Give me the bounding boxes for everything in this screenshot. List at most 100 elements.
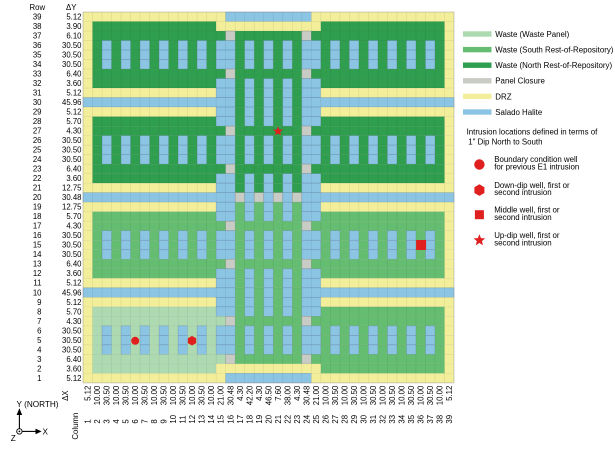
svg-text:Z: Z: [11, 434, 16, 443]
svg-text:27: 27: [331, 415, 340, 424]
svg-text:13: 13: [198, 415, 207, 424]
svg-text:30.50: 30.50: [388, 385, 397, 405]
svg-text:23: 23: [293, 415, 302, 424]
svg-text:33: 33: [388, 415, 397, 424]
svg-text:30.50: 30.50: [350, 385, 359, 405]
svg-text:Up-dip well, first or: Up-dip well, first or: [494, 231, 560, 240]
svg-text:5.70: 5.70: [66, 117, 82, 126]
svg-text:30.50: 30.50: [369, 385, 378, 405]
svg-text:3: 3: [103, 419, 112, 423]
svg-text:19: 19: [255, 415, 264, 424]
svg-text:Salado Halite: Salado Halite: [495, 108, 543, 117]
svg-text:Y (NORTH): Y (NORTH): [17, 400, 59, 409]
svg-text:5.70: 5.70: [66, 307, 82, 316]
svg-text:11: 11: [33, 279, 41, 288]
svg-text:1" Dip North to South: 1" Dip North to South: [468, 137, 542, 146]
svg-text:for previous E1 intrusion: for previous E1 intrusion: [494, 163, 579, 172]
svg-text:10: 10: [33, 288, 42, 297]
svg-text:31: 31: [369, 415, 378, 424]
svg-text:17: 17: [236, 415, 245, 424]
svg-text:6.40: 6.40: [66, 355, 82, 364]
svg-text:5: 5: [122, 419, 131, 424]
svg-text:15: 15: [33, 241, 42, 250]
svg-text:30.50: 30.50: [62, 155, 82, 164]
svg-text:Middle well, first or: Middle well, first or: [494, 205, 560, 214]
svg-text:15: 15: [217, 414, 226, 423]
svg-text:21: 21: [274, 415, 283, 424]
svg-text:7.60: 7.60: [274, 385, 283, 401]
svg-text:35: 35: [33, 51, 42, 60]
svg-text:30.50: 30.50: [62, 241, 82, 250]
svg-text:45.96: 45.96: [62, 288, 82, 297]
svg-text:10.00: 10.00: [131, 385, 140, 405]
svg-text:36: 36: [417, 415, 426, 424]
svg-text:3.60: 3.60: [66, 79, 82, 88]
svg-text:7: 7: [37, 317, 41, 326]
svg-text:37: 37: [33, 31, 42, 40]
svg-text:Row: Row: [30, 3, 46, 12]
svg-text:29: 29: [350, 415, 359, 424]
svg-text:6: 6: [131, 419, 140, 423]
svg-text:9: 9: [37, 298, 41, 307]
svg-text:Panel Closure: Panel Closure: [495, 77, 545, 86]
svg-text:30: 30: [359, 414, 368, 423]
svg-text:30.48: 30.48: [62, 193, 82, 202]
svg-text:38: 38: [33, 22, 42, 31]
svg-text:45.96: 45.96: [62, 98, 82, 107]
svg-text:29: 29: [33, 108, 42, 117]
svg-text:30.50: 30.50: [160, 385, 169, 405]
svg-text:1: 1: [37, 374, 41, 383]
svg-text:Waste (South Rest-of-Repositor: Waste (South Rest-of-Repository): [495, 46, 613, 55]
svg-text:Down-dip well, first or: Down-dip well, first or: [494, 181, 570, 190]
svg-text:4.30: 4.30: [293, 385, 302, 401]
svg-text:9: 9: [160, 419, 169, 423]
svg-text:5.12: 5.12: [66, 298, 81, 307]
svg-text:26: 26: [321, 415, 330, 424]
svg-text:Boundary condition well: Boundary condition well: [494, 155, 578, 164]
svg-text:32: 32: [378, 415, 387, 424]
svg-text:22: 22: [33, 174, 42, 183]
svg-text:10.00: 10.00: [112, 385, 121, 405]
svg-text:20: 20: [33, 193, 42, 202]
svg-text:3.60: 3.60: [66, 269, 82, 278]
svg-text:ΔY: ΔY: [66, 3, 77, 12]
svg-text:46.50: 46.50: [264, 385, 273, 405]
svg-text:5.12: 5.12: [445, 386, 454, 401]
svg-text:4: 4: [37, 345, 42, 354]
svg-text:14: 14: [207, 414, 216, 423]
svg-text:30.50: 30.50: [62, 345, 82, 354]
svg-text:10.00: 10.00: [188, 385, 197, 405]
svg-text:20: 20: [264, 414, 273, 423]
svg-text:24: 24: [302, 414, 311, 423]
svg-text:4: 4: [112, 419, 121, 424]
svg-text:8: 8: [150, 419, 159, 423]
svg-text:10.00: 10.00: [169, 385, 178, 405]
svg-text:34: 34: [397, 414, 406, 423]
svg-text:10.00: 10.00: [207, 385, 216, 405]
svg-text:10.00: 10.00: [340, 385, 349, 405]
svg-text:6: 6: [37, 326, 41, 335]
svg-text:1: 1: [84, 419, 93, 423]
svg-text:30.50: 30.50: [62, 231, 82, 240]
svg-text:4.30: 4.30: [66, 127, 82, 136]
svg-text:3.60: 3.60: [66, 364, 82, 373]
svg-text:30.50: 30.50: [62, 146, 82, 155]
svg-text:21: 21: [33, 184, 42, 193]
svg-text:30.50: 30.50: [62, 136, 82, 145]
svg-text:10.00: 10.00: [321, 385, 330, 405]
svg-text:21.00: 21.00: [312, 385, 321, 405]
svg-text:31: 31: [33, 89, 42, 98]
svg-text:5.12: 5.12: [84, 386, 93, 401]
svg-text:30.50: 30.50: [407, 385, 416, 405]
svg-text:39: 39: [33, 12, 42, 21]
svg-text:5.12: 5.12: [66, 279, 81, 288]
svg-text:30.50: 30.50: [141, 385, 150, 405]
svg-text:12.75: 12.75: [62, 184, 82, 193]
svg-text:second intrusion: second intrusion: [494, 213, 551, 222]
svg-text:35: 35: [407, 414, 416, 423]
svg-text:3: 3: [37, 355, 41, 364]
svg-text:36: 36: [33, 41, 42, 50]
svg-text:12.75: 12.75: [62, 203, 82, 212]
svg-text:second intrusion: second intrusion: [494, 188, 551, 197]
svg-text:42.20: 42.20: [245, 385, 254, 405]
